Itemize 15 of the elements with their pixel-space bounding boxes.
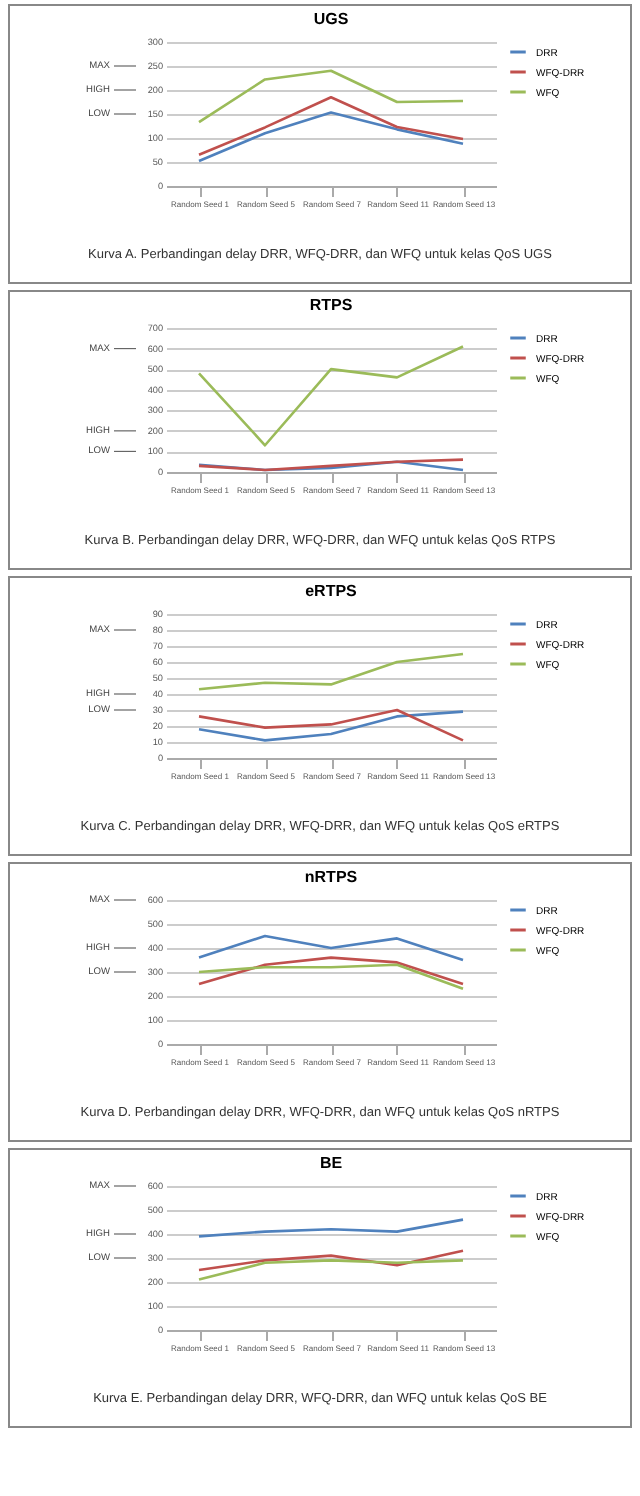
line-series	[197, 111, 465, 163]
chart-title: eRTPS	[305, 582, 359, 600]
chart-title: BE	[319, 1154, 344, 1172]
chart-title: RTPS	[309, 296, 354, 314]
line-series	[197, 95, 465, 157]
line-series	[197, 652, 465, 691]
line-series	[197, 934, 465, 962]
line-series	[197, 956, 465, 986]
line-series	[197, 963, 465, 991]
line-series	[197, 69, 465, 124]
line-series	[197, 345, 465, 447]
chart-title: nRTPS	[304, 868, 359, 886]
line-series	[197, 1249, 465, 1272]
line-series	[197, 1218, 465, 1238]
chart-title: UGS	[313, 10, 350, 28]
